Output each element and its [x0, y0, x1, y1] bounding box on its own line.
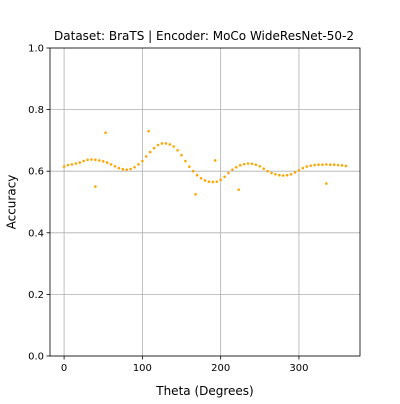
point — [74, 162, 78, 165]
point — [262, 167, 266, 171]
x-tick-label: 100 — [133, 363, 152, 374]
point — [137, 163, 140, 166]
point — [125, 168, 129, 171]
point — [98, 159, 101, 162]
point — [219, 178, 222, 182]
point — [317, 163, 320, 167]
chart-title: Dataset: BraTS | Encoder: MoCo WideResNe… — [54, 29, 354, 43]
point — [278, 173, 281, 177]
point — [184, 159, 187, 163]
point — [231, 168, 234, 171]
point — [160, 142, 164, 145]
point — [293, 171, 297, 174]
point — [237, 188, 240, 191]
point — [227, 171, 230, 175]
point — [113, 164, 117, 168]
point — [129, 167, 132, 171]
point — [289, 172, 293, 176]
point — [86, 158, 89, 162]
point — [176, 148, 179, 152]
point — [203, 179, 207, 182]
point — [266, 169, 269, 173]
point — [78, 161, 82, 164]
point — [309, 164, 312, 167]
point — [156, 143, 160, 147]
point — [104, 131, 107, 134]
point — [195, 173, 199, 177]
point — [105, 161, 109, 164]
x-tick-label: 200 — [211, 363, 230, 374]
point — [238, 164, 242, 167]
point — [297, 168, 301, 172]
y-tick-label: 0.0 — [28, 352, 44, 363]
point — [70, 163, 74, 166]
point — [215, 180, 219, 183]
point — [325, 182, 328, 185]
point — [340, 164, 344, 167]
point — [94, 158, 97, 162]
y-tick-label: 0.4 — [28, 228, 44, 239]
point — [172, 145, 175, 148]
point — [94, 185, 97, 188]
point — [274, 172, 277, 176]
x-tick-label: 300 — [289, 363, 308, 374]
point — [254, 163, 258, 167]
y-tick-label: 0.8 — [28, 105, 44, 116]
point — [305, 165, 309, 168]
x-tick-label: 0 — [61, 363, 67, 374]
point — [141, 159, 144, 163]
point — [235, 165, 238, 169]
y-tick-label: 0.6 — [28, 167, 44, 178]
point — [191, 169, 195, 173]
point — [207, 180, 211, 183]
x-axis-label: Theta (Degrees) — [155, 384, 253, 398]
point — [313, 163, 316, 167]
point — [133, 165, 136, 169]
point — [180, 153, 183, 157]
point — [328, 163, 332, 167]
point — [62, 165, 66, 168]
point — [117, 166, 121, 170]
point — [223, 175, 226, 179]
point — [101, 160, 105, 163]
point — [336, 163, 340, 167]
point — [121, 168, 125, 171]
point — [152, 146, 156, 150]
point — [321, 163, 324, 167]
point — [148, 150, 152, 154]
point — [168, 143, 172, 146]
plot-frame — [49, 47, 361, 357]
point — [199, 176, 203, 180]
point — [285, 173, 289, 177]
point — [250, 162, 254, 166]
y-axis-label: Accuracy — [5, 175, 19, 230]
point — [344, 164, 348, 168]
point — [281, 174, 285, 177]
point — [242, 162, 246, 166]
point — [109, 163, 113, 166]
y-tick-label: 1.0 — [28, 44, 44, 55]
point — [90, 158, 93, 161]
point — [164, 142, 168, 145]
point — [325, 163, 328, 166]
point — [258, 164, 262, 168]
point — [82, 159, 85, 163]
point — [144, 155, 148, 158]
point — [66, 163, 70, 167]
point — [147, 129, 150, 133]
point — [188, 165, 191, 168]
point — [301, 166, 305, 170]
point — [194, 193, 197, 196]
point — [213, 159, 217, 162]
point — [332, 163, 336, 167]
y-tick-label: 0.2 — [28, 290, 44, 301]
point — [270, 171, 273, 175]
point — [246, 162, 250, 165]
point — [211, 180, 215, 184]
